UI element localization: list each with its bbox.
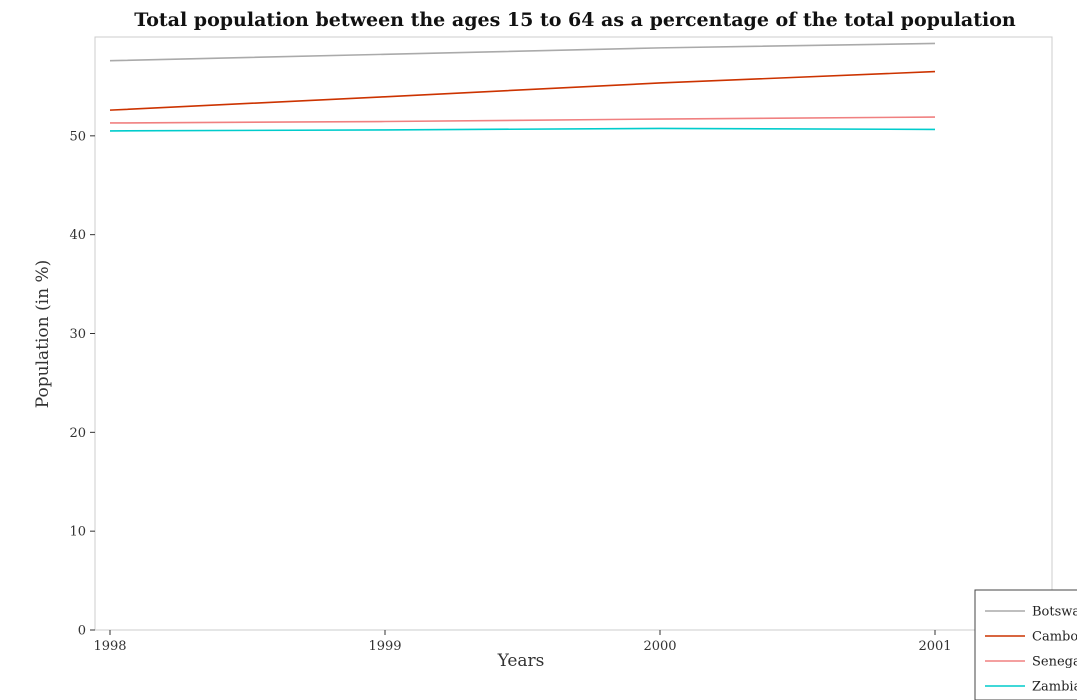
- legend-label-senegal: Senegal: [1032, 655, 1077, 670]
- y-tick-label: 50: [69, 129, 86, 144]
- chart-title: Total population between the ages 15 to …: [134, 9, 1016, 31]
- plot-area: [94, 36, 1053, 631]
- series-line-zambia: [109, 127, 936, 132]
- series-line-senegal: [109, 116, 936, 124]
- x-tick-label: 1999: [368, 639, 401, 654]
- x-axis-ticks: 1998 1999 2000 2001: [93, 630, 952, 654]
- x-axis-label: Years: [497, 651, 545, 671]
- x-tick-label: 2001: [918, 639, 951, 654]
- legend-label-botswana: Botswana: [1032, 605, 1077, 620]
- series-line-cambodia: [109, 70, 936, 111]
- y-axis-label: Population (in %): [33, 260, 53, 408]
- legend-label-cambodia: Cambodia: [1032, 630, 1077, 645]
- y-tick-label: 40: [69, 228, 86, 243]
- legend: Botswana Cambodia Senegal Zambia: [974, 589, 1077, 700]
- y-axis-ticks: 0 10 20 30 40 50: [69, 129, 95, 639]
- y-tick-label: 0: [78, 624, 86, 639]
- series-line-botswana: [109, 42, 936, 62]
- y-tick-label: 20: [69, 426, 86, 441]
- x-tick-label: 1998: [93, 639, 126, 654]
- legend-box: [974, 589, 1077, 700]
- y-tick-label: 30: [69, 327, 86, 342]
- x-tick-label: 2000: [643, 639, 676, 654]
- y-tick-label: 10: [69, 525, 86, 540]
- series-lines: [109, 42, 936, 132]
- legend-label-zambia: Zambia: [1032, 680, 1077, 695]
